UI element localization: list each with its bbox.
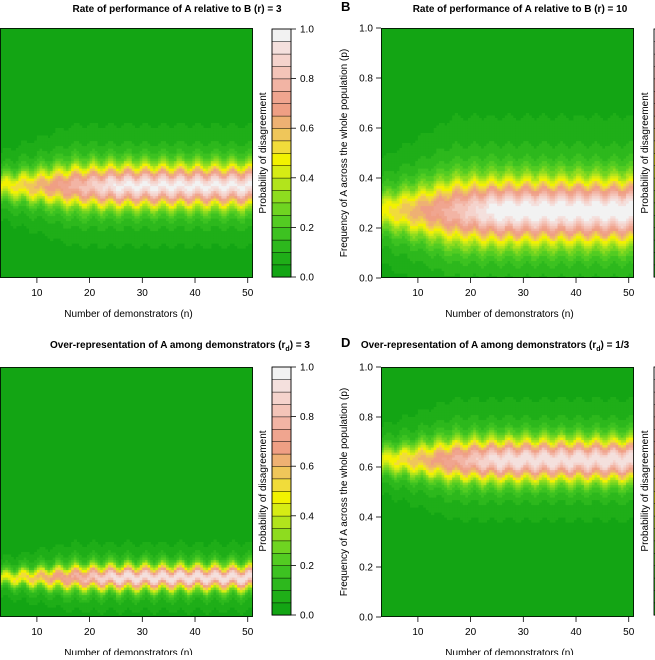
- x-tick-label: 30: [137, 288, 149, 299]
- colorbar-level: [272, 265, 291, 278]
- chart-title-text: Rate of performance of A relative to B (…: [72, 4, 281, 15]
- x-axis-label: Number of demonstrators (n): [64, 309, 192, 320]
- colorbar-level: [272, 215, 291, 228]
- heatmap-area: [0, 123, 254, 249]
- colorbar-level: [272, 116, 291, 129]
- colorbar-level: [272, 252, 291, 265]
- colorbar: 0.0 0.2 0.4 0.6 0.8 1.0 Probability of disagre…: [258, 25, 314, 284]
- colorbar-level: [272, 128, 291, 141]
- colorbar-level: [272, 240, 291, 253]
- heatmap-cell: [250, 123, 253, 126]
- colorbar-level: [272, 153, 291, 166]
- colorbar-level: [272, 203, 291, 216]
- x-tick-label: 40: [189, 288, 201, 299]
- colorbar-tick-label: 0.6: [300, 124, 314, 135]
- colorbar-tick-label: 0.0: [300, 273, 314, 284]
- colorbar-level: [272, 91, 291, 104]
- heatmap-area: [381, 113, 635, 279]
- colorbar-tick-label: 0.8: [300, 74, 314, 85]
- colorbar-level: [272, 66, 291, 79]
- colorbar-level: [272, 178, 291, 191]
- chart-title: Rate of performance of A relative to B (…: [72, 4, 281, 15]
- colorbar-level: [272, 165, 291, 178]
- colorbar-tick-label: 0.2: [300, 223, 314, 234]
- colorbar-tick-label: 0.4: [300, 173, 314, 184]
- colorbar-level: [272, 190, 291, 203]
- heatmap-cell: [95, 123, 98, 126]
- colorbar-level: [272, 103, 291, 116]
- colorbar-tick-label: 1.0: [300, 25, 314, 36]
- colorbar-level: [272, 141, 291, 154]
- colorbar-level: [272, 54, 291, 67]
- x-tick-label: 50: [242, 288, 254, 299]
- chart-panel-0: 10 20 30 40 50 Number of demonstrators (n) Rat…: [0, 4, 314, 320]
- colorbar-label: Probability of disagreement: [258, 92, 269, 213]
- x-tick-label: 10: [31, 288, 43, 299]
- colorbar-level: [272, 29, 291, 42]
- x-tick-label: 20: [84, 288, 96, 299]
- colorbar-level: [272, 79, 291, 92]
- colorbar-level: [272, 41, 291, 54]
- colorbar-level: [272, 227, 291, 240]
